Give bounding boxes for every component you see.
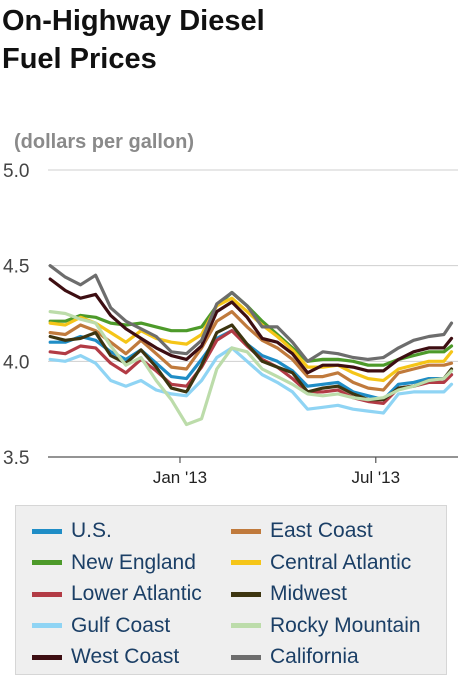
legend: U.S. East Coast New England Central Atlanti… (15, 505, 447, 675)
legend-swatch (231, 623, 261, 628)
y-tick-label: 4.5 (3, 257, 29, 278)
x-tick-label: Jul '13 (351, 468, 400, 487)
legend-item-midwest: Midwest (231, 581, 347, 607)
legend-swatch (231, 528, 261, 534)
series-line-east-coast (48, 310, 454, 392)
legend-item-west-coast: West Coast (32, 644, 179, 670)
legend-label: Lower Atlantic (71, 582, 202, 605)
series-line-west-coast (48, 277, 454, 375)
legend-label: Midwest (270, 582, 348, 605)
y-tick-label: 4.0 (3, 352, 29, 373)
legend-label: East Coast (270, 519, 373, 542)
legend-swatch (231, 654, 261, 660)
y-tick-label: 5.0 (3, 161, 29, 182)
y-axis-label: (dollars per gallon) (14, 131, 194, 153)
series-line-california (48, 264, 454, 363)
legend-label: Rocky Mountain (270, 613, 421, 637)
chart-title: On-Highway Diesel Fuel Prices (2, 2, 442, 78)
series-line-rocky-mountain (48, 310, 454, 427)
legend-item-gulf-coast: Gulf Coast (32, 613, 170, 639)
legend-item-u-s-: U.S. (32, 518, 112, 544)
legend-label: Central Atlantic (270, 550, 412, 574)
legend-label: California (270, 645, 359, 668)
legend-swatch (32, 528, 62, 534)
legend-item-central-atlantic: Central Atlantic (231, 550, 411, 576)
legend-swatch (231, 591, 261, 597)
legend-item-rocky-mountain: Rocky Mountain (231, 613, 421, 639)
legend-label: U.S. (71, 519, 112, 542)
line-chart: (dollars per gallon) 5.0 4.5 4.0 3.5 Jan '13 J… (3, 131, 458, 487)
legend-swatch (32, 623, 62, 628)
legend-swatch (32, 591, 62, 597)
legend-label: New England (71, 550, 196, 574)
chart-title-line-1: On-Highway Diesel (2, 5, 265, 37)
x-tick-label: Jan '13 (153, 468, 207, 487)
legend-item-east-coast: East Coast (231, 518, 373, 544)
y-tick-label: 3.5 (3, 448, 29, 469)
legend-swatch (32, 560, 62, 565)
legend-swatch (231, 560, 261, 565)
legend-item-california: California (231, 644, 359, 670)
legend-label: West Coast (71, 645, 180, 668)
legend-item-lower-atlantic: Lower Atlantic (32, 581, 202, 607)
series-line-gulf-coast (48, 346, 454, 415)
chart-title-line-2: Fuel Prices (2, 43, 157, 75)
legend-swatch (32, 654, 62, 660)
legend-label: Gulf Coast (71, 613, 171, 637)
legend-item-new-england: New England (32, 550, 196, 576)
